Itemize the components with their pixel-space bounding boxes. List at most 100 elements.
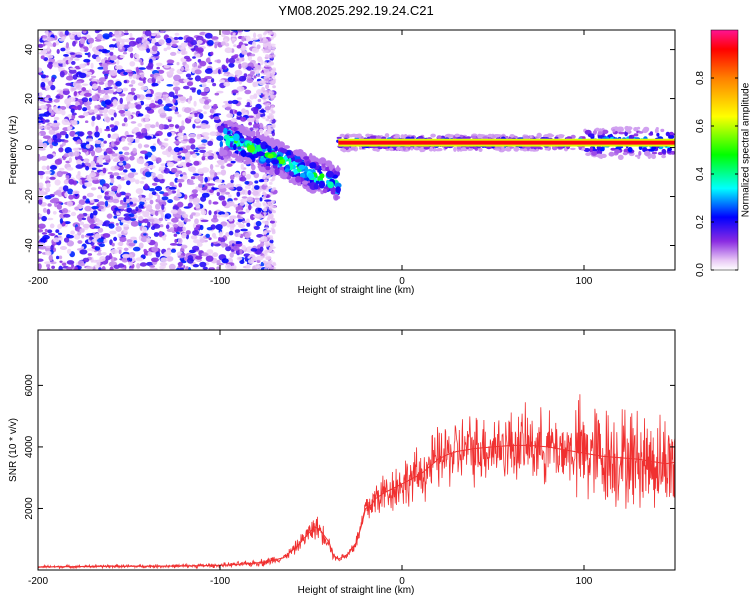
heatmap-cell bbox=[246, 101, 251, 107]
heatmap-cell bbox=[96, 194, 103, 199]
heatmap-cell bbox=[150, 172, 157, 177]
heatmap-cell bbox=[94, 233, 101, 239]
heatmap-cell bbox=[247, 259, 255, 264]
heatmap-cell bbox=[266, 96, 270, 100]
heatmap-cell bbox=[200, 219, 209, 223]
heatmap-cell bbox=[218, 237, 222, 242]
heatmap-cell bbox=[85, 266, 94, 270]
heatmap-cell bbox=[226, 163, 233, 167]
heatmap-cell bbox=[198, 113, 204, 120]
heatmap-cell bbox=[322, 188, 328, 194]
heatmap-cell bbox=[229, 142, 234, 148]
heatmap-cell bbox=[268, 261, 273, 265]
heatmap-cell bbox=[280, 174, 285, 179]
heatmap-cell bbox=[93, 108, 99, 114]
heatmap-cell bbox=[159, 265, 165, 270]
heatmap-cell bbox=[610, 147, 616, 151]
heatmap-cell bbox=[348, 134, 353, 138]
heatmap-cell bbox=[633, 133, 639, 137]
heatmap-cell bbox=[114, 30, 120, 36]
heatmap-cell bbox=[268, 90, 273, 93]
heatmap-cell bbox=[171, 105, 177, 111]
heatmap-cell bbox=[181, 156, 186, 160]
heatmap-cell bbox=[225, 246, 232, 252]
heatmap-cell bbox=[255, 263, 260, 269]
heatmap-cell bbox=[448, 134, 455, 137]
heatmap-cell bbox=[237, 204, 242, 211]
heatmap-cell bbox=[38, 120, 44, 123]
heatmap-cell bbox=[219, 146, 224, 152]
heatmap-cell bbox=[185, 152, 191, 158]
heatmap-cell bbox=[264, 226, 269, 230]
heatmap-cell bbox=[107, 199, 114, 203]
heatmap-cell bbox=[103, 239, 108, 243]
heatmap-cell bbox=[221, 258, 229, 264]
heatmap-cell bbox=[122, 52, 128, 55]
heatmap-cell bbox=[94, 246, 101, 251]
heatmap-cell bbox=[193, 160, 200, 166]
heatmap-cell bbox=[246, 78, 254, 84]
heatmap-cell bbox=[353, 135, 360, 138]
heatmap-cell bbox=[117, 233, 122, 238]
heatmap-cell bbox=[138, 67, 146, 70]
heatmap-cell bbox=[217, 159, 225, 166]
heatmap-cell bbox=[44, 119, 50, 123]
heatmap-cell bbox=[59, 144, 64, 148]
heatmap-cell bbox=[258, 128, 264, 134]
heatmap-cell bbox=[38, 199, 43, 205]
heatmap-cell bbox=[234, 229, 241, 233]
heatmap-cell bbox=[78, 115, 85, 119]
heatmap-cell bbox=[98, 49, 103, 52]
heatmap-cell bbox=[231, 38, 236, 41]
heatmap-cell bbox=[570, 147, 576, 151]
heatmap-cell bbox=[69, 67, 77, 71]
heatmap-cell bbox=[71, 87, 77, 91]
heatmap-cell bbox=[272, 85, 276, 89]
heatmap-cell bbox=[140, 236, 148, 243]
heatmap-cell bbox=[42, 142, 48, 148]
heatmap-cell bbox=[109, 54, 118, 61]
heatmap-cell bbox=[263, 44, 268, 48]
heatmap-cell bbox=[334, 194, 339, 201]
heatmap-cell bbox=[262, 208, 267, 212]
heatmap-cell bbox=[63, 179, 69, 185]
heatmap-cell bbox=[150, 38, 157, 44]
heatmap-cell bbox=[247, 55, 253, 61]
heatmap-cell bbox=[82, 148, 88, 153]
heatmap-cell bbox=[587, 133, 595, 138]
heatmap-cell bbox=[144, 30, 152, 37]
heatmap-cell bbox=[251, 47, 260, 53]
heatmap-cell bbox=[204, 76, 213, 80]
heatmap-cell bbox=[40, 81, 46, 88]
heatmap-cell bbox=[235, 221, 242, 226]
heatmap-cell bbox=[150, 74, 154, 78]
heatmap-cell bbox=[116, 246, 123, 250]
heatmap-cell bbox=[195, 118, 201, 123]
heatmap-cell bbox=[55, 95, 61, 99]
heatmap-cell bbox=[214, 92, 220, 96]
heatmap-cell bbox=[253, 197, 260, 200]
heatmap-cell bbox=[250, 248, 258, 252]
heatmap-cell bbox=[350, 145, 356, 151]
heatmap-cell bbox=[257, 98, 262, 103]
heatmap-cell bbox=[92, 179, 100, 184]
heatmap-cell bbox=[156, 95, 160, 99]
heatmap-cell bbox=[216, 90, 224, 94]
heatmap-cell bbox=[223, 134, 230, 140]
heatmap-cell bbox=[265, 84, 270, 90]
heatmap-cell bbox=[38, 223, 46, 229]
heatmap-cell bbox=[177, 155, 183, 159]
heatmap-cell bbox=[132, 73, 137, 79]
heatmap-cell bbox=[109, 174, 115, 179]
heatmap-cell bbox=[267, 32, 272, 36]
heatmap-cell bbox=[229, 174, 235, 181]
heatmap-cell bbox=[410, 147, 414, 151]
heatmap-cell bbox=[270, 105, 275, 109]
heatmap-cell bbox=[48, 97, 53, 101]
heatmap-cell bbox=[147, 251, 153, 256]
heatmap-cell bbox=[40, 155, 48, 161]
heatmap-cell bbox=[141, 176, 147, 180]
heatmap-cell bbox=[40, 104, 48, 110]
heatmap-cell bbox=[196, 242, 203, 247]
snr-x-tick-label: 0 bbox=[399, 576, 405, 587]
